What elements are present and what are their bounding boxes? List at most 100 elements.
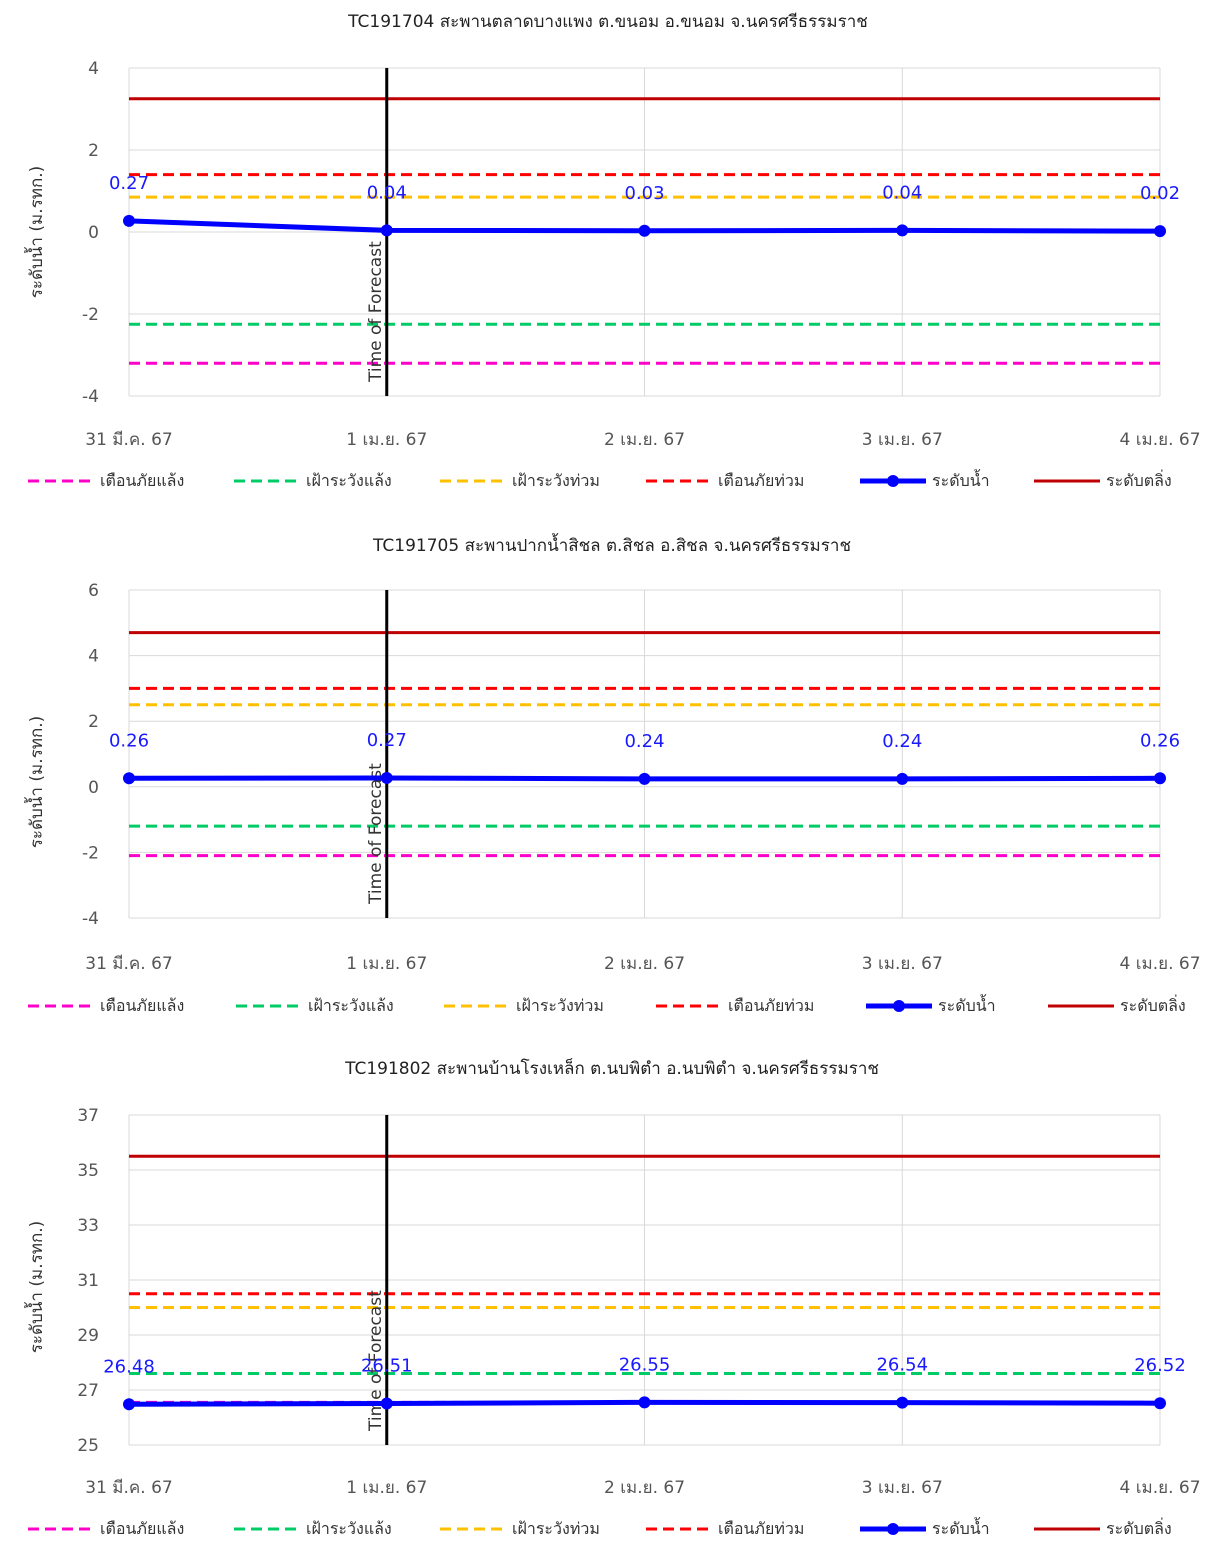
x-tick-label: 2 เม.ย. 67 bbox=[604, 954, 685, 974]
data-point bbox=[123, 214, 135, 227]
legend-label: ระดับน้ำ bbox=[938, 994, 996, 1015]
legend-label: เฝ้าระวังท่วม bbox=[516, 996, 604, 1015]
data-label: 0.26 bbox=[1140, 730, 1180, 751]
x-tick-label: 3 เม.ย. 67 bbox=[862, 1478, 943, 1498]
chart-panel-tc191705: TC191705 สะพานปากน้ำสิชล ต.สิชล อ.สิชล จ… bbox=[0, 522, 1216, 1032]
x-tick-label: 4 เม.ย. 67 bbox=[1119, 954, 1200, 974]
data-label: 0.02 bbox=[1140, 183, 1180, 204]
x-tick-label: 31 มี.ค. 67 bbox=[85, 954, 172, 974]
y-tick-label: 0 bbox=[88, 778, 99, 798]
data-label: 0.26 bbox=[109, 730, 149, 751]
legend-item: เฝ้าระวังท่วม bbox=[440, 471, 600, 490]
data-label: 0.27 bbox=[367, 730, 407, 751]
legend-item: เตือนภัยท่วม bbox=[646, 1519, 804, 1538]
legend: เตือนภัยแล้ง เฝ้าระวังแล้ง เฝ้าระวังท่วม เต… bbox=[28, 1517, 1172, 1538]
legend-label: เฝ้าระวังแล้ง bbox=[306, 471, 392, 490]
legend-label: เตือนภัยท่วม bbox=[718, 1519, 804, 1538]
legend-item: เตือนภัยท่วม bbox=[656, 996, 814, 1015]
legend-label: เฝ้าระวังแล้ง bbox=[308, 996, 394, 1015]
chart-title: TC191704 สะพานตลาดบางแพง ต.ขนอม อ.ขนอม จ… bbox=[347, 12, 868, 32]
legend-label: เตือนภัยท่วม bbox=[718, 471, 804, 490]
x-tick-label: 2 เม.ย. 67 bbox=[604, 1478, 685, 1498]
y-tick-label: 31 bbox=[77, 1271, 99, 1291]
y-tick-label: 35 bbox=[77, 1161, 99, 1181]
x-tick-label: 31 มี.ค. 67 bbox=[85, 430, 172, 450]
chart-panel-tc191802: TC191802 สะพานบ้านโรงเหล็ก ต.นบพิตำ อ.นบ… bbox=[0, 1045, 1216, 1544]
y-tick-label: 0 bbox=[88, 223, 99, 243]
legend-item: เตือนภัยแล้ง bbox=[28, 996, 184, 1015]
chart-svg: TC191704 สะพานตลาดบางแพง ต.ขนอม อ.ขนอม จ… bbox=[24, 12, 1201, 490]
legend-label: เฝ้าระวังท่วม bbox=[512, 1519, 600, 1538]
data-point bbox=[380, 224, 393, 237]
data-label: 26.52 bbox=[1134, 1355, 1186, 1376]
y-tick-label: 29 bbox=[77, 1326, 99, 1346]
legend-label: เฝ้าระวังท่วม bbox=[512, 471, 600, 490]
data-label: 0.04 bbox=[367, 182, 407, 203]
legend-item: ระดับน้ำ bbox=[866, 994, 996, 1015]
data-point bbox=[1154, 1397, 1166, 1410]
y-tick-label: 27 bbox=[77, 1381, 99, 1401]
legend-label: ระดับน้ำ bbox=[932, 469, 990, 490]
legend-item: ระดับตลิ่ง bbox=[1034, 469, 1172, 490]
legend-label: เตือนภัยแล้ง bbox=[100, 1519, 184, 1538]
data-point bbox=[1154, 772, 1166, 785]
y-tick-label: 33 bbox=[77, 1216, 99, 1236]
legend: เตือนภัยแล้ง เฝ้าระวังแล้ง เฝ้าระวังท่วม เต… bbox=[28, 469, 1172, 490]
data-point bbox=[638, 772, 651, 785]
y-tick-label: 2 bbox=[88, 712, 99, 732]
legend-item: เฝ้าระวังท่วม bbox=[444, 996, 604, 1015]
legend-marker bbox=[887, 475, 899, 487]
legend-label: เตือนภัยแล้ง bbox=[100, 996, 184, 1015]
data-label: 26.55 bbox=[619, 1354, 671, 1375]
legend-item: เตือนภัยแล้ง bbox=[28, 1519, 184, 1538]
y-tick-label: 4 bbox=[88, 59, 99, 79]
data-point bbox=[638, 1396, 651, 1409]
data-point bbox=[1154, 225, 1166, 238]
y-axis-label: ระดับน้ำ (ม.รทก.) bbox=[24, 716, 47, 849]
legend-marker bbox=[893, 1000, 905, 1012]
forecast-label: Time of Forecast bbox=[366, 1290, 386, 1432]
data-label: 0.27 bbox=[109, 173, 149, 194]
forecast-label: Time of Forecast bbox=[366, 763, 386, 905]
legend-marker bbox=[887, 1523, 899, 1535]
data-point bbox=[123, 1398, 135, 1411]
legend-label: เตือนภัยแล้ง bbox=[100, 471, 184, 490]
legend-item: ระดับตลิ่ง bbox=[1034, 1517, 1172, 1538]
x-tick-label: 1 เม.ย. 67 bbox=[346, 1478, 427, 1498]
x-tick-label: 3 เม.ย. 67 bbox=[862, 954, 943, 974]
data-point bbox=[380, 771, 393, 784]
x-tick-label: 4 เม.ย. 67 bbox=[1119, 430, 1200, 450]
chart-svg: TC191705 สะพานปากน้ำสิชล ต.สิชล อ.สิชล จ… bbox=[24, 533, 1201, 1015]
chart-svg: TC191802 สะพานบ้านโรงเหล็ก ต.นบพิตำ อ.นบ… bbox=[24, 1057, 1201, 1538]
chart-title: TC191705 สะพานปากน้ำสิชล ต.สิชล อ.สิชล จ… bbox=[372, 533, 851, 556]
data-point bbox=[896, 772, 909, 785]
data-point bbox=[123, 772, 135, 785]
x-tick-label: 2 เม.ย. 67 bbox=[604, 430, 685, 450]
x-tick-label: 1 เม.ย. 67 bbox=[346, 430, 427, 450]
legend-item: เฝ้าระวังแล้ง bbox=[236, 996, 394, 1015]
data-point bbox=[380, 1397, 393, 1410]
x-tick-label: 3 เม.ย. 67 bbox=[862, 430, 943, 450]
y-axis-label: ระดับน้ำ (ม.รทก.) bbox=[24, 1221, 47, 1354]
legend-item: เฝ้าระวังแล้ง bbox=[234, 471, 392, 490]
y-tick-label: 37 bbox=[77, 1106, 99, 1126]
plot-area: 4 2 0 -2 -4 31 มี.ค. 67 1 เม.ย. 67 2 เม.ย. 67 3 … bbox=[82, 59, 1200, 450]
legend-item: เฝ้าระวังแล้ง bbox=[234, 1519, 392, 1538]
y-tick-label: 6 bbox=[88, 581, 99, 601]
x-tick-label: 31 มี.ค. 67 bbox=[85, 1478, 172, 1498]
legend-label: ระดับน้ำ bbox=[932, 1517, 990, 1538]
y-tick-label: -4 bbox=[82, 909, 99, 929]
chart-title: TC191802 สะพานบ้านโรงเหล็ก ต.นบพิตำ อ.นบ… bbox=[344, 1057, 879, 1079]
plot-area: 6 4 2 0 -2 -4 31 มี.ค. 67 1 เม.ย. 67 2 เม.ย. 67 3… bbox=[82, 581, 1200, 974]
forecast-label: Time of Forecast bbox=[366, 241, 386, 383]
legend: เตือนภัยแล้ง เฝ้าระวังแล้ง เฝ้าระวังท่วม เต… bbox=[28, 994, 1186, 1015]
plot-area: 37 35 33 31 29 27 25 31 มี.ค. 67 1 เม.ย. 67 2 เม.… bbox=[77, 1106, 1200, 1498]
legend-item: เตือนภัยแล้ง bbox=[28, 471, 184, 490]
y-tick-label: -2 bbox=[82, 843, 99, 863]
data-label: 26.54 bbox=[876, 1355, 928, 1376]
y-tick-label: 25 bbox=[77, 1436, 99, 1456]
data-label: 0.24 bbox=[624, 731, 664, 752]
data-label: 26.48 bbox=[103, 1356, 155, 1377]
data-point bbox=[638, 224, 651, 237]
y-tick-label: -2 bbox=[82, 305, 99, 325]
